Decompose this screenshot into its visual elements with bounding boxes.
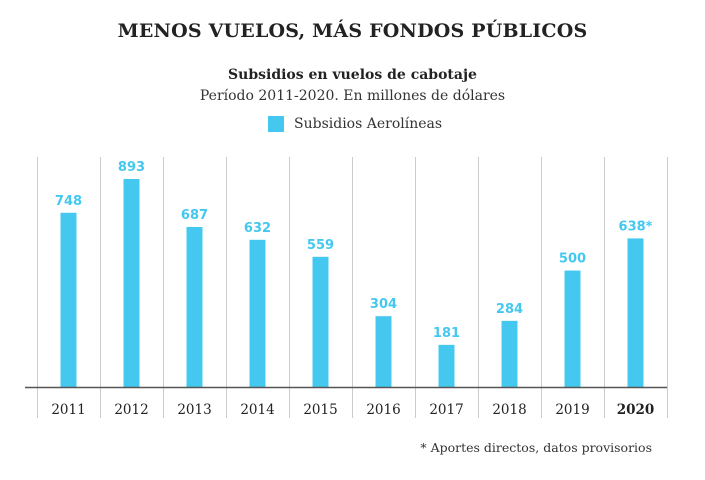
data-label-2018: 284: [496, 302, 523, 317]
x-tick-label-2014: 2014: [240, 402, 274, 418]
bar-2019: [564, 270, 581, 387]
bar-2016: [375, 316, 392, 387]
data-label-2017: 181: [433, 326, 460, 341]
bar-2012: [123, 179, 140, 387]
x-tick-label-2018: 2018: [492, 402, 526, 418]
x-tick-label-2020: 2020: [617, 402, 655, 418]
headline: MENOS VUELOS, MÁS FONDOS PÚBLICOS: [117, 20, 588, 42]
bar-2015: [312, 256, 329, 387]
legend: Subsidios Aerolíneas: [268, 116, 442, 132]
x-tick-label-2015: 2015: [303, 402, 337, 418]
footnote: * Aportes directos, datos provisorios: [420, 440, 652, 455]
chart-title: Subsidios en vuelos de cabotaje: [228, 67, 477, 83]
x-tick-label-2017: 2017: [429, 402, 463, 418]
bar-2017: [438, 344, 455, 387]
x-tick-label-2013: 2013: [177, 402, 211, 418]
legend-swatch: [268, 116, 284, 132]
data-label-2016: 304: [370, 297, 397, 312]
bar-2014: [249, 239, 266, 387]
bar-2011: [60, 212, 77, 387]
legend-label: Subsidios Aerolíneas: [294, 116, 443, 132]
data-label-2013: 687: [181, 208, 208, 223]
x-tick-label-2011: 2011: [51, 402, 85, 418]
data-label-2011: 748: [55, 194, 82, 209]
data-label-2020: 638*: [619, 219, 653, 234]
x-tick-label-2019: 2019: [555, 402, 589, 418]
bar-2013: [186, 226, 203, 387]
data-label-2014: 632: [244, 221, 271, 236]
data-label-2019: 500: [559, 252, 586, 267]
x-tick-label-2016: 2016: [366, 402, 400, 418]
bar-2018: [501, 320, 518, 387]
data-label-2012: 893: [118, 160, 145, 175]
bar-2020: [627, 238, 644, 387]
chart-subtitle: Período 2011-2020. En millones de dólare…: [199, 88, 506, 104]
data-label-2015: 559: [307, 238, 334, 253]
x-tick-label-2012: 2012: [114, 402, 148, 418]
